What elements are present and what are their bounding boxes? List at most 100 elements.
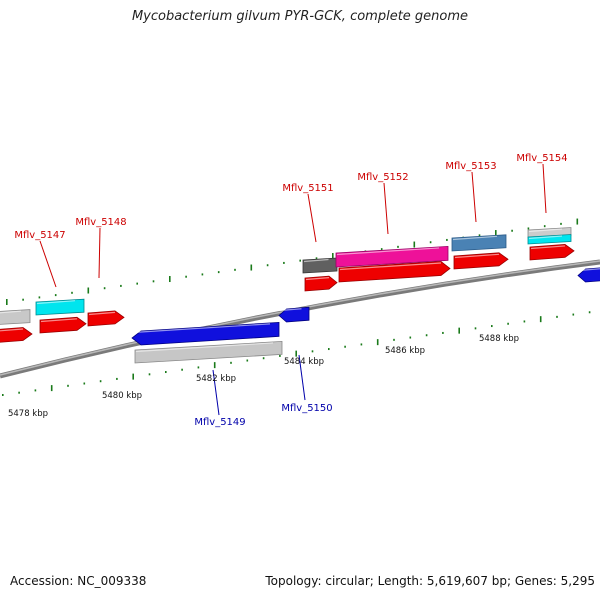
gene-arrow-highlight bbox=[88, 311, 116, 316]
major-tick bbox=[213, 362, 216, 369]
major-tick bbox=[169, 276, 171, 283]
minor-tick bbox=[165, 371, 167, 374]
gene-arrow-highlight bbox=[0, 310, 22, 314]
major-tick bbox=[87, 287, 90, 294]
minor-tick bbox=[299, 259, 301, 262]
gene-arrow bbox=[304, 275, 338, 292]
minor-tick bbox=[523, 320, 526, 323]
minor-tick bbox=[279, 354, 281, 357]
kbp-labels: 5478 kbp 5480 kbp 5482 kbp 5484 kbp 5486 kbp… bbox=[8, 334, 519, 419]
gene-arrow-highlight bbox=[305, 277, 330, 281]
kbp-label: 5478 kbp bbox=[8, 409, 48, 419]
minor-tick bbox=[311, 350, 314, 353]
minor-tick bbox=[103, 287, 106, 290]
gene-arrow-highlight bbox=[339, 262, 442, 271]
gene-arrow-highlight bbox=[454, 253, 500, 259]
major-tick bbox=[332, 253, 334, 260]
major-tick bbox=[50, 385, 53, 392]
minor-tick bbox=[283, 261, 285, 264]
minor-tick bbox=[230, 361, 232, 364]
minor-tick bbox=[315, 257, 318, 260]
gene-leader-line bbox=[212, 369, 220, 416]
minor-tick bbox=[18, 391, 20, 394]
minor-tick bbox=[71, 291, 73, 294]
gene-arrow-highlight bbox=[530, 245, 566, 250]
minor-tick bbox=[328, 348, 330, 351]
gene-leader-line bbox=[542, 163, 547, 214]
minor-tick bbox=[2, 394, 4, 396]
major-tick bbox=[6, 299, 8, 305]
kbp-label: 5484 kbp bbox=[284, 357, 324, 367]
gene-arrow bbox=[302, 257, 338, 274]
minor-tick bbox=[397, 245, 399, 248]
gene-arrow-highlight bbox=[336, 247, 440, 256]
minor-tick bbox=[116, 377, 118, 380]
minor-tick bbox=[556, 315, 558, 318]
gene-leader-line bbox=[383, 182, 389, 235]
minor-tick bbox=[22, 298, 24, 301]
gene-arrow-highlight bbox=[0, 328, 24, 332]
minor-tick bbox=[38, 296, 41, 299]
gene-label: Mflv_5147 bbox=[14, 230, 65, 241]
gene-arrow-highlight bbox=[528, 228, 563, 233]
kbp-label: 5488 kbp bbox=[479, 334, 519, 344]
minor-tick bbox=[511, 229, 513, 232]
gene-label: Mflv_5151 bbox=[282, 183, 333, 194]
minor-tick bbox=[262, 357, 265, 360]
minor-tick bbox=[197, 366, 200, 369]
gene-arrow bbox=[527, 234, 572, 245]
gene-arrow-highlight bbox=[528, 235, 563, 240]
minor-tick bbox=[380, 248, 383, 251]
map-title: Mycobacterium gilvum PYR-GCK, complete g… bbox=[131, 9, 469, 24]
gene-arrow bbox=[338, 261, 451, 283]
minor-tick bbox=[491, 325, 493, 328]
gene-arrow-highlight bbox=[578, 268, 600, 272]
gene-arrow bbox=[577, 267, 600, 283]
minor-tick bbox=[83, 382, 86, 385]
minor-tick bbox=[507, 322, 509, 325]
gene-arrow-highlight bbox=[303, 258, 329, 263]
minor-tick bbox=[429, 241, 432, 244]
minor-tick bbox=[181, 368, 183, 371]
minor-tick bbox=[234, 268, 236, 271]
gene-leader-line bbox=[298, 354, 306, 401]
gene-label: Mflv_5148 bbox=[75, 217, 126, 228]
minor-tick bbox=[246, 359, 249, 362]
gene-features bbox=[0, 227, 600, 364]
minor-tick bbox=[54, 294, 57, 297]
minor-tick bbox=[478, 234, 481, 237]
major-tick bbox=[295, 350, 297, 357]
minor-tick bbox=[344, 345, 346, 348]
minor-tick bbox=[442, 331, 444, 334]
gene-arrow-highlight bbox=[452, 235, 498, 241]
minor-tick bbox=[572, 313, 575, 316]
minor-tick bbox=[148, 373, 151, 376]
minor-tick bbox=[409, 336, 412, 339]
minor-tick bbox=[474, 327, 477, 330]
gene-arrow-highlight bbox=[40, 318, 78, 323]
minor-tick bbox=[201, 273, 204, 276]
genome-summary-text: Topology: circular; Length: 5,619,607 bp… bbox=[265, 574, 595, 588]
minor-tick bbox=[425, 334, 428, 337]
gene-label: Mflv_5149 bbox=[194, 417, 245, 428]
gene-label: Mflv_5152 bbox=[357, 172, 408, 183]
major-tick bbox=[132, 373, 134, 380]
gene-leader-line bbox=[39, 240, 57, 288]
kbp-label: 5482 kbp bbox=[196, 374, 236, 384]
minor-tick bbox=[99, 380, 102, 383]
gene-label: Mflv_5154 bbox=[516, 153, 567, 164]
minor-tick bbox=[543, 225, 546, 228]
minor-tick bbox=[446, 238, 448, 241]
minor-tick bbox=[120, 284, 122, 287]
accession-text: Accession: NC_009338 bbox=[10, 574, 147, 588]
gene-arrow bbox=[0, 327, 33, 343]
minor-tick bbox=[393, 338, 395, 341]
minor-tick bbox=[527, 227, 530, 230]
minor-tick bbox=[560, 222, 562, 225]
gene-leader-line bbox=[307, 193, 317, 243]
gene-arrow bbox=[278, 306, 310, 323]
gene-leader-line bbox=[98, 227, 101, 279]
minor-tick bbox=[266, 264, 269, 267]
gene-arrow-highlight bbox=[36, 300, 76, 305]
